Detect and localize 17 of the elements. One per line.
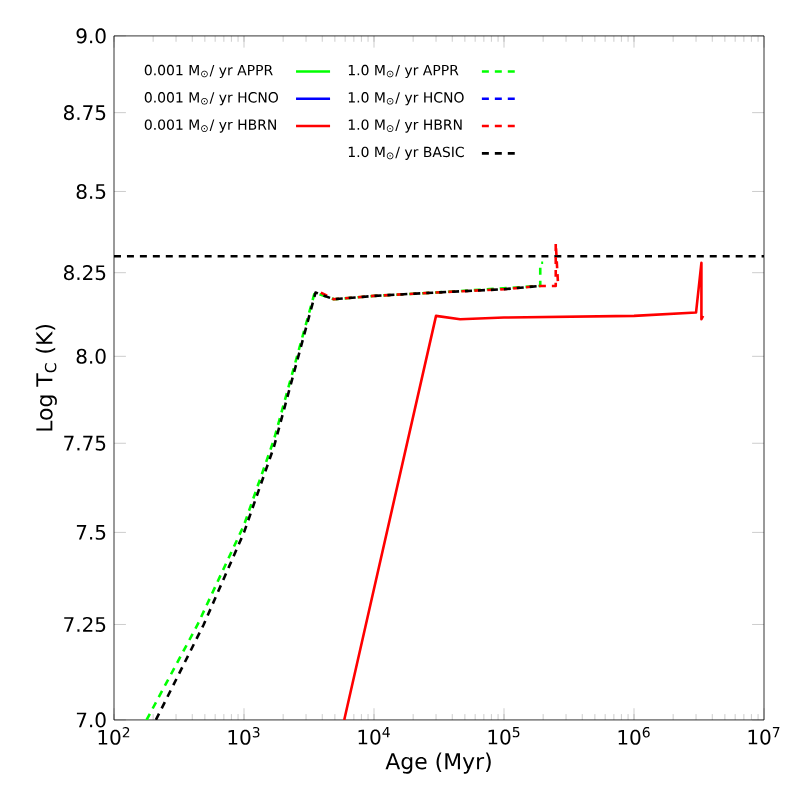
y-tick-label: 7.5: [76, 524, 106, 540]
y-tick-label: 7.0: [76, 712, 106, 728]
y-tick-label: 7.75: [64, 435, 106, 451]
x-tick-label: 10$^{4}$: [358, 726, 390, 745]
x-axis-title: Age (Myr): [385, 752, 491, 774]
y-tick-label: 8.0: [76, 348, 106, 364]
x-tick-label: 10$^{7}$: [748, 726, 780, 745]
x-tick-label: 10$^{6}$: [618, 726, 650, 745]
y-tick-label: 8.5: [76, 183, 106, 200]
x-tick-label: 10$^{3}$: [228, 726, 260, 745]
y-tick-label: 7.25: [64, 616, 106, 633]
y-tick-label: 8.75: [63, 105, 106, 121]
x-tick-label: 10$^{2}$: [98, 726, 130, 745]
y-tick-label: 9.0: [76, 28, 106, 44]
y-tick-label: 8.25: [63, 265, 106, 281]
x-tick-label: 10$^{5}$: [488, 726, 520, 745]
y-axis-title: Log T$_{C}$ (K): [35, 324, 57, 431]
